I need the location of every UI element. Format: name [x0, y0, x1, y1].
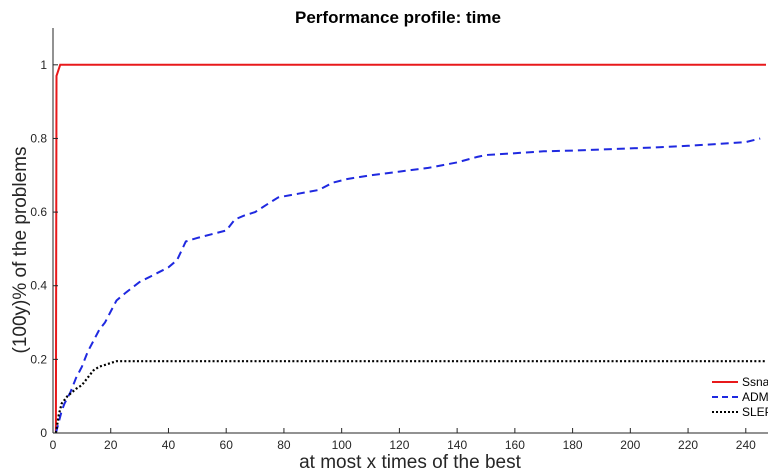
ticks-layer: 0 20 40 60 80 100 120 140 160 180 200 220 240 0 0.2 0.4… [30, 58, 756, 452]
axes-layer [52, 28, 768, 434]
x-tick-label: 0 [50, 438, 57, 452]
series-layer [54, 63, 766, 434]
x-tick-label: 20 [104, 438, 118, 452]
x-tick-label: 240 [736, 438, 756, 452]
legend-label-slep: SLEP [742, 405, 768, 419]
legend-label-admm: ADMM [742, 390, 768, 404]
x-tick-label: 40 [162, 438, 176, 452]
y-tick-label: 0.6 [30, 205, 47, 219]
x-tick-label: 120 [389, 438, 409, 452]
x-tick-label: 160 [505, 438, 525, 452]
y-tick-label: 0.8 [30, 131, 47, 145]
x-tick-label: 180 [563, 438, 583, 452]
y-axis-label: (100y)% of the problems [10, 147, 31, 354]
legend: SsnalADMMSLEP [712, 375, 768, 419]
y-tick-label: 1 [40, 58, 47, 72]
x-tick-label: 100 [332, 438, 352, 452]
x-tick-label: 80 [277, 438, 291, 452]
y-tick-label: 0 [40, 426, 47, 440]
series-line-slep [54, 360, 766, 434]
legend-label-ssnal: Ssnal [742, 375, 768, 389]
x-tick-label: 140 [447, 438, 467, 452]
x-axis-label: at most x times of the best [299, 452, 521, 473]
y-tick-label: 0.2 [30, 352, 47, 366]
x-tick-label: 200 [620, 438, 640, 452]
x-tick-label: 60 [220, 438, 234, 452]
series-line-ssnal [54, 63, 766, 434]
series-line-admm [54, 137, 761, 434]
y-tick-label: 0.4 [30, 279, 47, 293]
chart-title: Performance profile: time [295, 8, 501, 27]
x-tick-label: 220 [678, 438, 698, 452]
